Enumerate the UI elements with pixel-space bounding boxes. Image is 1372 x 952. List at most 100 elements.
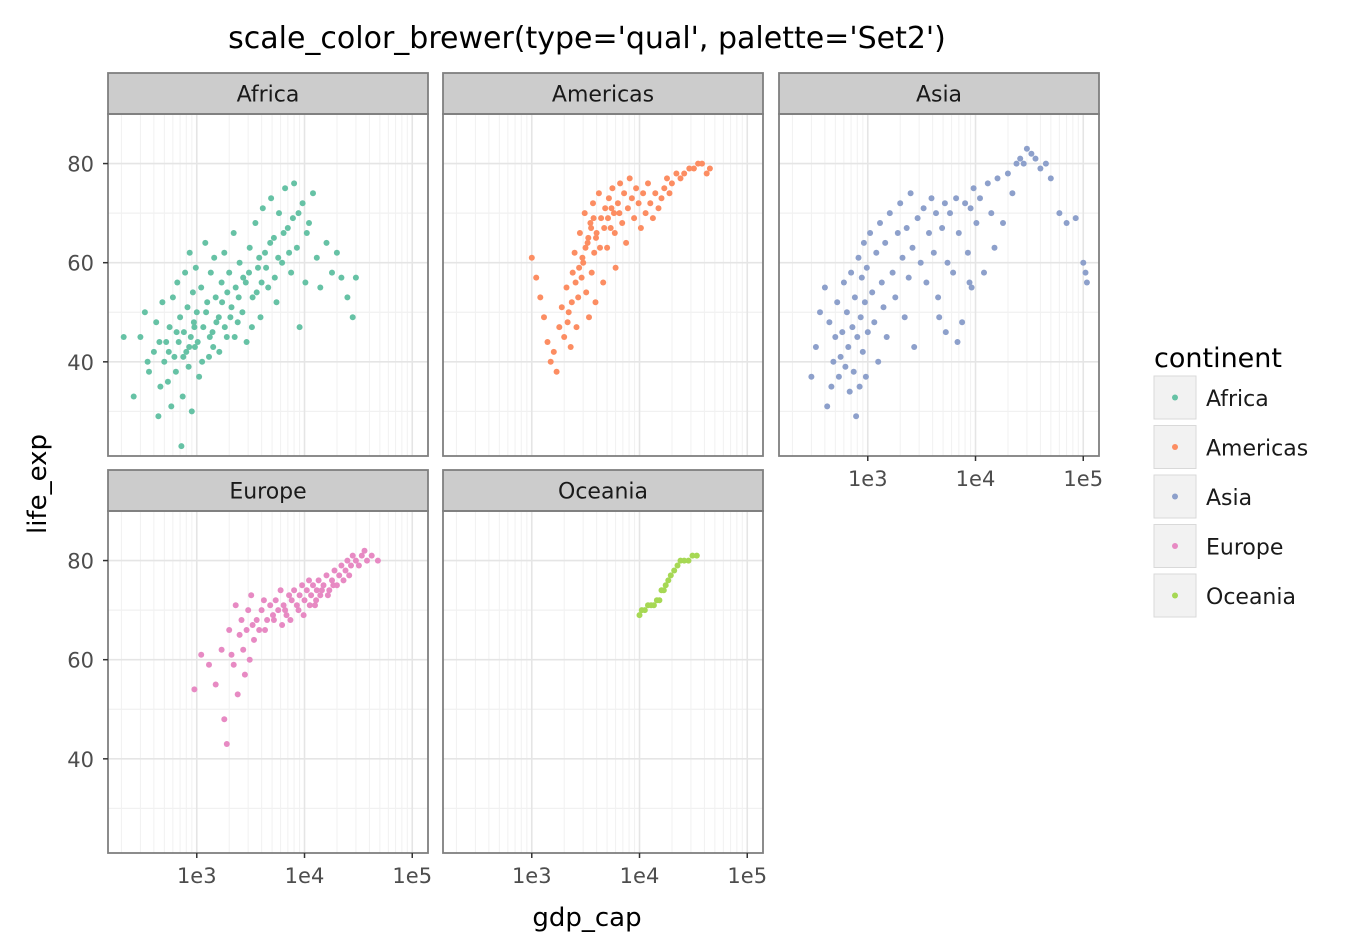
data-point [230,230,237,236]
data-point [553,368,560,375]
data-point [856,383,863,390]
data-point [954,339,961,345]
data-point [275,254,282,261]
data-point [862,373,869,380]
data-point [239,309,246,316]
data-point [265,284,272,291]
data-point [926,230,932,236]
data-point [988,210,995,217]
data-point [911,344,918,350]
data-point [964,249,971,256]
data-point [935,294,942,301]
data-point [189,289,196,296]
y-axis-label: life_exp [23,434,53,534]
data-point [573,324,580,331]
data-point [150,348,157,355]
data-point [608,205,615,212]
data-point [944,259,951,266]
data-point [182,269,189,276]
data-point [252,220,259,226]
data-point [941,200,948,207]
data-point [186,249,193,256]
data-point [598,215,605,222]
data-point [859,348,866,355]
data-point [282,607,289,614]
facet-strip [107,72,429,115]
x-tick-label: 1e3 [177,864,217,888]
facet-strip [107,469,429,512]
data-point [693,552,700,559]
facet-panel-americas: Americas [442,72,764,457]
data-point [234,691,241,698]
data-point [245,607,252,614]
data-point [981,269,987,276]
data-point [313,587,320,594]
data-point [288,597,295,604]
facet-panel-europe: Europe 1e3 1e4 1e5 40 60 80 [67,469,432,888]
data-point [279,622,286,628]
data-point [920,205,927,212]
data-point [196,373,203,380]
data-point [661,185,668,192]
data-point [563,284,570,291]
data-point [861,299,868,306]
data-point [296,324,303,331]
data-point [894,230,901,236]
data-point [246,269,252,276]
data-point [168,403,175,410]
data-point [355,562,362,569]
data-point [267,239,274,246]
data-point [597,244,603,251]
data-point [256,627,263,633]
data-point [897,200,904,207]
data-point [271,274,278,281]
data-point [238,617,245,623]
data-point [191,686,198,693]
data-point [286,249,293,256]
facet-strip-label: Asia [916,83,962,108]
data-point [241,671,248,678]
data-point [279,259,286,266]
data-point [686,165,693,172]
data-point [528,254,535,261]
data-point [664,175,670,182]
data-point [968,284,975,291]
data-point [179,393,186,400]
data-point [903,225,910,231]
data-point [824,403,831,410]
data-point [184,304,191,311]
data-point [853,413,860,420]
data-point [161,358,168,365]
data-point [221,249,228,256]
data-point [159,299,166,306]
data-point [905,274,912,281]
data-point [917,259,924,266]
data-point [942,329,949,336]
data-point [655,205,662,212]
data-point [212,294,219,301]
data-point [240,646,247,653]
data-point [283,612,290,619]
data-point [626,175,633,182]
data-point [331,567,338,574]
data-point [984,180,991,187]
data-point [306,220,312,226]
data-point [565,309,572,316]
data-point [689,552,696,559]
data-point [338,562,345,569]
data-point [677,175,684,182]
data-point [190,319,197,326]
data-point [180,353,187,360]
data-point [320,582,327,589]
data-point [703,170,710,177]
data-point [310,190,316,197]
data-point [1037,165,1044,172]
data-point [329,577,335,584]
data-point [218,646,225,653]
data-point [977,195,983,202]
data-point [593,230,600,236]
data-point [296,592,303,599]
data-point [645,180,651,187]
data-point [619,220,626,226]
data-point [200,324,207,331]
